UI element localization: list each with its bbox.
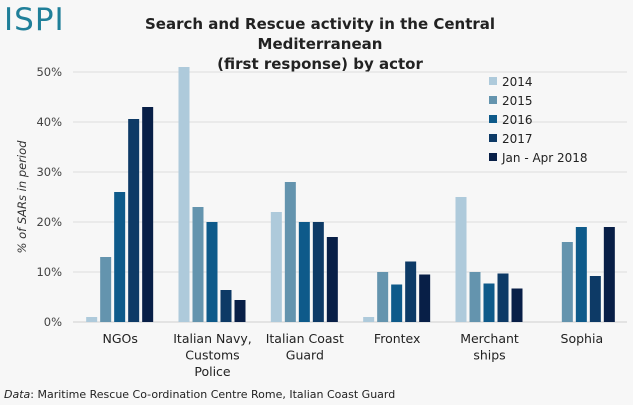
x-category-label: Italian Navy, <box>173 331 252 346</box>
y-tick-label: 50% <box>36 65 62 79</box>
bar-2016 <box>391 284 403 322</box>
source-prefix: Data <box>4 388 31 401</box>
bar-jan-apr-2018 <box>234 300 246 322</box>
x-category-label: Police <box>194 364 231 379</box>
legend-swatch <box>489 77 497 85</box>
source-text: : Maritime Rescue Co-ordination Centre R… <box>30 388 396 401</box>
bar-2015 <box>469 272 481 322</box>
bar-2015 <box>284 182 296 322</box>
bar-2017 <box>312 222 324 322</box>
bar-2016 <box>575 227 587 322</box>
bar-2014 <box>363 317 375 322</box>
x-category-label: Merchant <box>460 331 519 346</box>
x-category-label: Guard <box>286 348 324 363</box>
bar-2016 <box>298 222 310 322</box>
bar-2017 <box>128 119 140 322</box>
bar-2015 <box>100 257 112 322</box>
chart-title-line-2: (first response) by actor <box>217 55 423 73</box>
ispi-logo: ISPI <box>4 2 65 38</box>
bar-jan-apr-2018 <box>326 237 338 322</box>
bar-2015 <box>561 242 573 322</box>
bar-jan-apr-2018 <box>511 288 523 322</box>
bar-2015 <box>377 272 389 322</box>
y-tick-label: 0% <box>44 315 62 329</box>
source-note: Data: Maritime Rescue Co-ordination Cent… <box>4 388 395 401</box>
bar-jan-apr-2018 <box>142 107 154 322</box>
bar-2016 <box>114 192 126 322</box>
legend-swatch <box>489 115 497 123</box>
x-category-label: ships <box>473 348 505 363</box>
bar-jan-apr-2018 <box>419 274 431 322</box>
bar-2017 <box>497 273 509 322</box>
bar-2017 <box>405 261 417 322</box>
legend-label: Jan - Apr 2018 <box>501 151 588 165</box>
bar-2014 <box>455 197 467 322</box>
bar-2017 <box>589 276 601 322</box>
legend-swatch <box>489 153 497 161</box>
bar-2014 <box>178 67 190 322</box>
legend-label: 2014 <box>502 75 533 89</box>
y-tick-label: 40% <box>36 115 62 129</box>
legend-label: 2016 <box>502 113 533 127</box>
x-category-label: Italian Coast <box>266 331 344 346</box>
bar-jan-apr-2018 <box>603 227 615 322</box>
y-tick-label: 10% <box>36 265 62 279</box>
y-tick-label: 20% <box>36 215 62 229</box>
legend-swatch <box>489 96 497 104</box>
bar-2017 <box>220 290 232 322</box>
legend-label: 2017 <box>502 132 533 146</box>
x-category-label: Sophia <box>561 331 604 346</box>
x-category-label: NGOs <box>102 331 137 346</box>
bar-2015 <box>192 207 204 322</box>
bar-2016 <box>483 283 495 322</box>
chart-title: Search and Rescue activity in the Centra… <box>80 14 560 74</box>
legend-label: 2015 <box>502 94 533 108</box>
legend-swatch <box>489 134 497 142</box>
x-category-label: Customs <box>185 348 239 363</box>
bar-2014 <box>270 212 282 322</box>
y-axis-label: % of SARs in period <box>15 140 29 254</box>
x-category-label: Frontex <box>374 331 420 346</box>
y-tick-label: 30% <box>36 165 62 179</box>
bar-2014 <box>86 317 98 322</box>
chart-title-line-1: Search and Rescue activity in the Centra… <box>144 15 496 53</box>
bar-2016 <box>206 222 218 322</box>
